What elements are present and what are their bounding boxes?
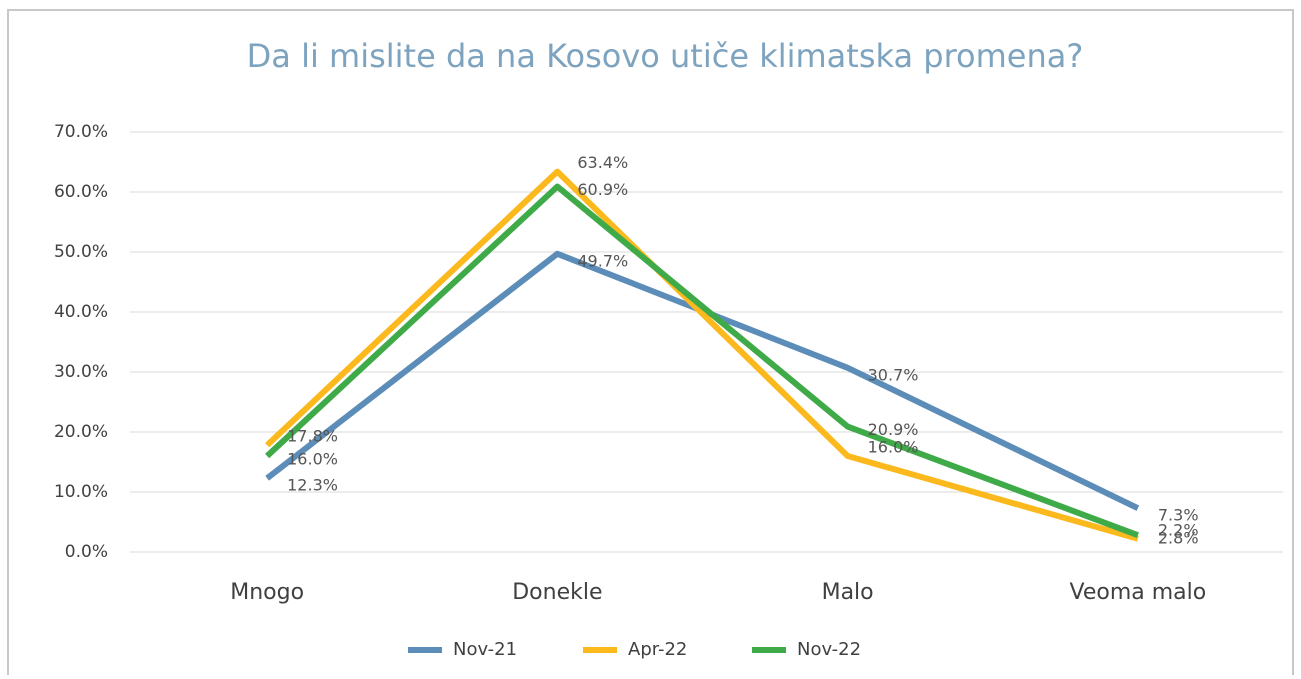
x-tick-label: Veoma malo	[1070, 580, 1207, 605]
x-tick-label: Malo	[822, 580, 874, 605]
data-label: 7.3%	[1158, 506, 1199, 525]
data-label: 60.9%	[577, 180, 628, 199]
legend-label: Nov-21	[453, 639, 517, 660]
frame	[7, 9, 1294, 675]
series-line	[265, 168, 1139, 542]
data-label: 20.9%	[868, 420, 919, 439]
data-label: 16.0%	[868, 438, 919, 457]
data-label: 49.7%	[577, 251, 628, 270]
series-line	[265, 250, 1140, 511]
y-tick-label: 40.0%	[54, 302, 108, 322]
y-tick-label: 10.0%	[54, 482, 108, 502]
data-label: 2.8%	[1158, 529, 1199, 548]
y-tick-label: 60.0%	[54, 182, 108, 202]
data-label: 30.7%	[868, 365, 919, 384]
x-tick-label: Mnogo	[230, 580, 304, 605]
y-tick-label: 20.0%	[54, 422, 108, 442]
data-label: 2.2%	[1158, 520, 1199, 539]
y-tick-label: 50.0%	[54, 242, 108, 262]
chart-title: Da li mislite da na Kosovo utiče klimats…	[247, 37, 1084, 75]
data-label: 17.8%	[287, 427, 338, 446]
legend-label: Apr-22	[628, 639, 687, 660]
data-label: 63.4%	[577, 153, 628, 172]
series-line	[265, 183, 1139, 539]
y-tick-label: 70.0%	[54, 122, 108, 142]
data-label: 16.0%	[287, 450, 338, 469]
legend-label: Nov-22	[797, 639, 861, 660]
y-tick-label: 0.0%	[65, 542, 108, 562]
x-tick-label: Donekle	[512, 580, 602, 605]
y-tick-label: 30.0%	[54, 362, 108, 382]
data-label: 12.3%	[287, 476, 338, 495]
